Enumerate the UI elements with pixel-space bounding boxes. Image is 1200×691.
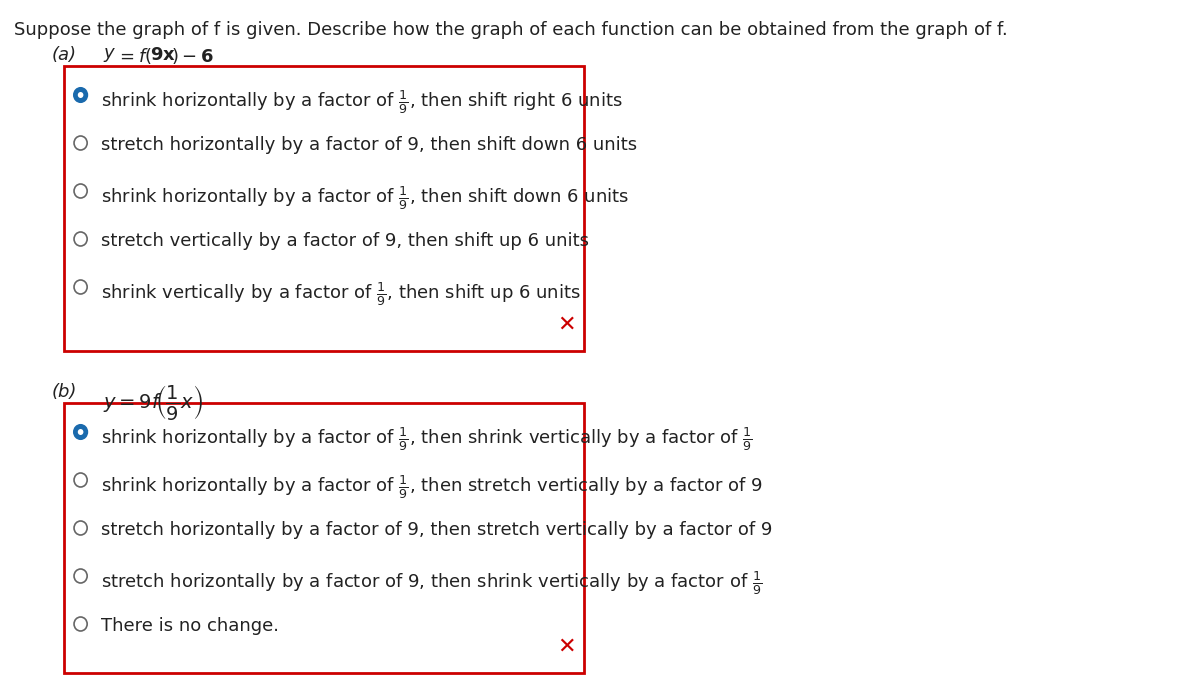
Text: stretch horizontally by a factor of 9, then shrink vertically by a factor of $\f: stretch horizontally by a factor of 9, t… bbox=[101, 569, 762, 597]
Text: shrink horizontally by a factor of $\frac{1}{9}$, then shift right 6 units: shrink horizontally by a factor of $\fra… bbox=[101, 88, 623, 116]
Circle shape bbox=[78, 92, 84, 98]
Text: shrink vertically by a factor of $\frac{1}{9}$, then shift up 6 units: shrink vertically by a factor of $\frac{… bbox=[101, 280, 581, 308]
Text: (b): (b) bbox=[52, 383, 77, 401]
Text: ✕: ✕ bbox=[558, 315, 576, 335]
Text: stretch vertically by a factor of 9, then shift up 6 units: stretch vertically by a factor of 9, the… bbox=[101, 232, 589, 250]
Text: $y = 9f\!\left(\dfrac{1}{9}x\right)$: $y = 9f\!\left(\dfrac{1}{9}x\right)$ bbox=[103, 383, 203, 422]
Circle shape bbox=[74, 569, 88, 583]
Circle shape bbox=[74, 521, 88, 535]
Circle shape bbox=[74, 617, 88, 631]
Text: $y$: $y$ bbox=[103, 46, 116, 64]
Text: $) - \mathbf{6}$: $) - \mathbf{6}$ bbox=[170, 46, 214, 66]
Text: (a): (a) bbox=[52, 46, 77, 64]
Text: stretch horizontally by a factor of 9, then stretch vertically by a factor of 9: stretch horizontally by a factor of 9, t… bbox=[101, 521, 773, 539]
Text: $\mathbf{9x}$: $\mathbf{9x}$ bbox=[150, 46, 176, 64]
Text: stretch horizontally by a factor of 9, then shift down 6 units: stretch horizontally by a factor of 9, t… bbox=[101, 136, 637, 154]
Circle shape bbox=[74, 280, 88, 294]
Text: shrink horizontally by a factor of $\frac{1}{9}$, then shift down 6 units: shrink horizontally by a factor of $\fra… bbox=[101, 184, 629, 212]
Circle shape bbox=[74, 184, 88, 198]
Text: Suppose the graph of f is given. Describe how the graph of each function can be : Suppose the graph of f is given. Describ… bbox=[14, 21, 1008, 39]
Circle shape bbox=[78, 429, 84, 435]
Circle shape bbox=[74, 136, 88, 150]
Text: shrink horizontally by a factor of $\frac{1}{9}$, then shrink vertically by a fa: shrink horizontally by a factor of $\fra… bbox=[101, 425, 752, 453]
Circle shape bbox=[74, 425, 88, 439]
Circle shape bbox=[74, 88, 88, 102]
Text: There is no change.: There is no change. bbox=[101, 617, 280, 635]
Text: ✕: ✕ bbox=[558, 637, 576, 657]
Circle shape bbox=[74, 473, 88, 487]
Text: $= f($: $= f($ bbox=[116, 46, 152, 66]
Text: shrink horizontally by a factor of $\frac{1}{9}$, then stretch vertically by a f: shrink horizontally by a factor of $\fra… bbox=[101, 473, 763, 501]
Circle shape bbox=[74, 232, 88, 246]
